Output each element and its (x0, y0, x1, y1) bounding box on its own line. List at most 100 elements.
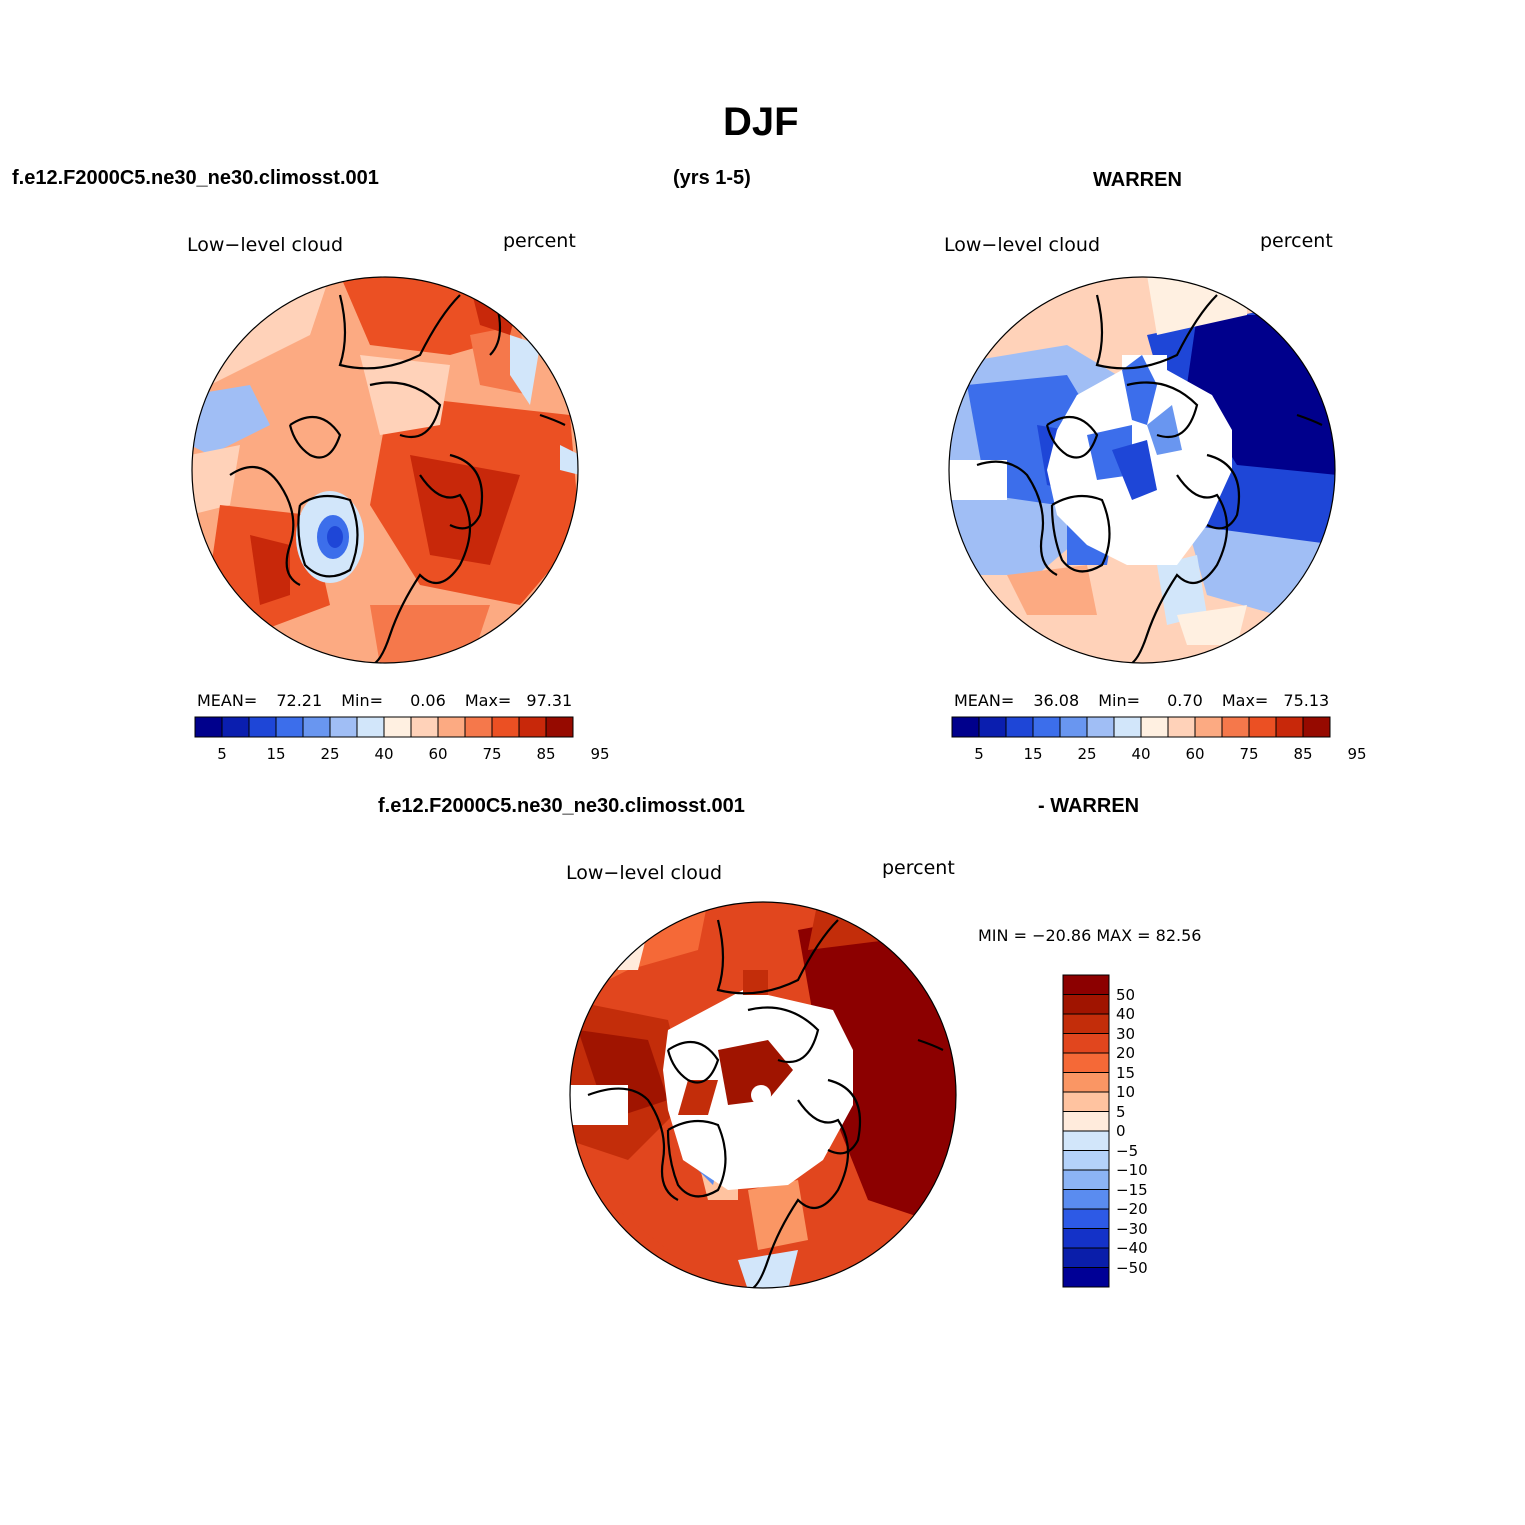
model-mean-value: 72.21 (276, 691, 323, 710)
diff-colorbar-ticks: 50 40 30 20 15 10 5 0 −5 −10 −15 −20 −30 −40 −50 (1116, 975, 1176, 1287)
colorbar-swatch (1275, 716, 1304, 738)
model-mean-label: MEAN= (197, 691, 258, 710)
colorbar-swatch (329, 716, 358, 738)
colorbar-tick-label: 85 (536, 745, 556, 763)
colorbar-swatch (1062, 1111, 1110, 1132)
diff-minmax-label: MIN = −20.86 MAX = 82.56 (978, 926, 1202, 945)
colorbar-tick-label: −15 (1116, 1180, 1148, 1199)
colorbar-swatch (464, 716, 493, 738)
colorbar-tick-label: 20 (1116, 1044, 1136, 1062)
colorbar-tick-label: 40 (374, 745, 394, 763)
colorbar-swatch (951, 716, 980, 738)
model-polar-map (191, 276, 579, 664)
model-min-label: Min= (341, 691, 384, 710)
colorbar-swatch (437, 716, 466, 738)
colorbar-tick-label: 25 (320, 745, 340, 763)
colorbar-swatch (1059, 716, 1088, 738)
colorbar-tick-label: 50 (1116, 985, 1136, 1004)
obs-variable-label: Low−level cloud (944, 234, 1101, 256)
colorbar-swatch (194, 716, 223, 738)
colorbar-swatch (1005, 716, 1034, 738)
colorbar-swatch (1194, 716, 1223, 738)
diff-polar-map (569, 901, 957, 1289)
colorbar-tick-label: −50 (1116, 1258, 1148, 1277)
colorbar-swatch (1062, 1228, 1110, 1249)
colorbar-tick-label: 15 (1023, 745, 1043, 763)
colorbar-swatch (302, 716, 331, 738)
model-colorbar-ticks: 5 15 25 40 60 75 85 95 (195, 745, 609, 765)
colorbar-swatch (1062, 974, 1110, 995)
colorbar-swatch (1062, 1091, 1110, 1112)
colorbar-swatch (1140, 716, 1169, 738)
colorbar-swatch (978, 716, 1007, 738)
obs-min-value: 0.70 (1167, 691, 1203, 710)
diff-case-header: f.e12.F2000C5.ne30_ne30.climosst.001 (378, 795, 745, 817)
colorbar-swatch (1062, 1247, 1110, 1268)
diff-units-label: percent (882, 857, 955, 879)
colorbar-swatch (275, 716, 304, 738)
colorbar-tick-label: 0 (1116, 1122, 1126, 1140)
colorbar-swatch (1062, 1189, 1110, 1210)
colorbar-swatch (1062, 1130, 1110, 1151)
colorbar-tick-label: −30 (1116, 1219, 1148, 1238)
case-name-header: f.e12.F2000C5.ne30_ne30.climosst.001 (12, 167, 379, 189)
colorbar-tick-label: 5 (1116, 1102, 1126, 1121)
colorbar-tick-label: −10 (1116, 1161, 1148, 1179)
colorbar-swatch (1248, 716, 1277, 738)
colorbar-tick-label: 95 (590, 745, 610, 763)
model-colorbar (194, 716, 574, 738)
obs-colorbar (951, 716, 1331, 738)
colorbar-swatch (248, 716, 277, 738)
colorbar-swatch (1062, 1013, 1110, 1034)
obs-min-label: Min= (1098, 691, 1141, 710)
obs-name-header: WARREN (1093, 169, 1182, 191)
colorbar-swatch (383, 716, 412, 738)
colorbar-swatch (1113, 716, 1142, 738)
colorbar-swatch (356, 716, 385, 738)
diff-colorbar (1062, 974, 1110, 1288)
model-variable-label: Low−level cloud (187, 234, 344, 256)
colorbar-tick-label: 95 (1347, 745, 1367, 763)
obs-stats: MEAN= 36.08 Min= 0.70 Max= 75.13 (954, 691, 1329, 710)
colorbar-swatch (221, 716, 250, 738)
colorbar-swatch (1302, 716, 1331, 738)
colorbar-swatch (1062, 1150, 1110, 1171)
colorbar-swatch (1062, 1267, 1110, 1288)
colorbar-swatch (518, 716, 547, 738)
model-units-label: percent (503, 230, 576, 252)
colorbar-swatch (1032, 716, 1061, 738)
obs-colorbar-ticks: 5 15 25 40 60 75 85 95 (952, 745, 1366, 765)
obs-units-label: percent (1260, 230, 1333, 252)
colorbar-tick-label: −20 (1116, 1200, 1148, 1218)
colorbar-tick-label: 15 (1116, 1063, 1136, 1082)
model-max-value: 97.31 (526, 691, 573, 710)
colorbar-tick-label: 75 (1239, 745, 1259, 763)
colorbar-tick-label: 5 (974, 745, 984, 763)
colorbar-swatch (1062, 1208, 1110, 1229)
obs-mean-label: MEAN= (954, 691, 1015, 710)
colorbar-swatch (1062, 1033, 1110, 1054)
model-max-label: Max= (464, 691, 512, 710)
colorbar-tick-label: −40 (1116, 1239, 1148, 1257)
colorbar-tick-label: 75 (482, 745, 502, 763)
colorbar-swatch (1221, 716, 1250, 738)
colorbar-swatch (1062, 1169, 1110, 1190)
colorbar-tick-label: 40 (1116, 1005, 1136, 1023)
diff-obs-header: - WARREN (1038, 795, 1140, 817)
diff-variable-label: Low−level cloud (566, 862, 723, 884)
colorbar-swatch (1062, 1072, 1110, 1093)
colorbar-tick-label: 85 (1293, 745, 1313, 763)
colorbar-swatch (1062, 994, 1110, 1015)
colorbar-tick-label: 30 (1116, 1024, 1136, 1043)
colorbar-tick-label: 5 (217, 745, 227, 763)
colorbar-tick-label: 40 (1131, 745, 1151, 763)
colorbar-tick-label: 10 (1116, 1083, 1136, 1101)
model-stats: MEAN= 72.21 Min= 0.06 Max= 97.31 (197, 691, 572, 710)
colorbar-swatch (410, 716, 439, 738)
obs-max-label: Max= (1221, 691, 1269, 710)
model-min-value: 0.06 (410, 691, 446, 710)
obs-max-value: 75.13 (1283, 691, 1330, 710)
colorbar-swatch (1062, 1052, 1110, 1073)
years-header: (yrs 1-5) (673, 167, 751, 189)
colorbar-tick-label: 25 (1077, 745, 1097, 763)
